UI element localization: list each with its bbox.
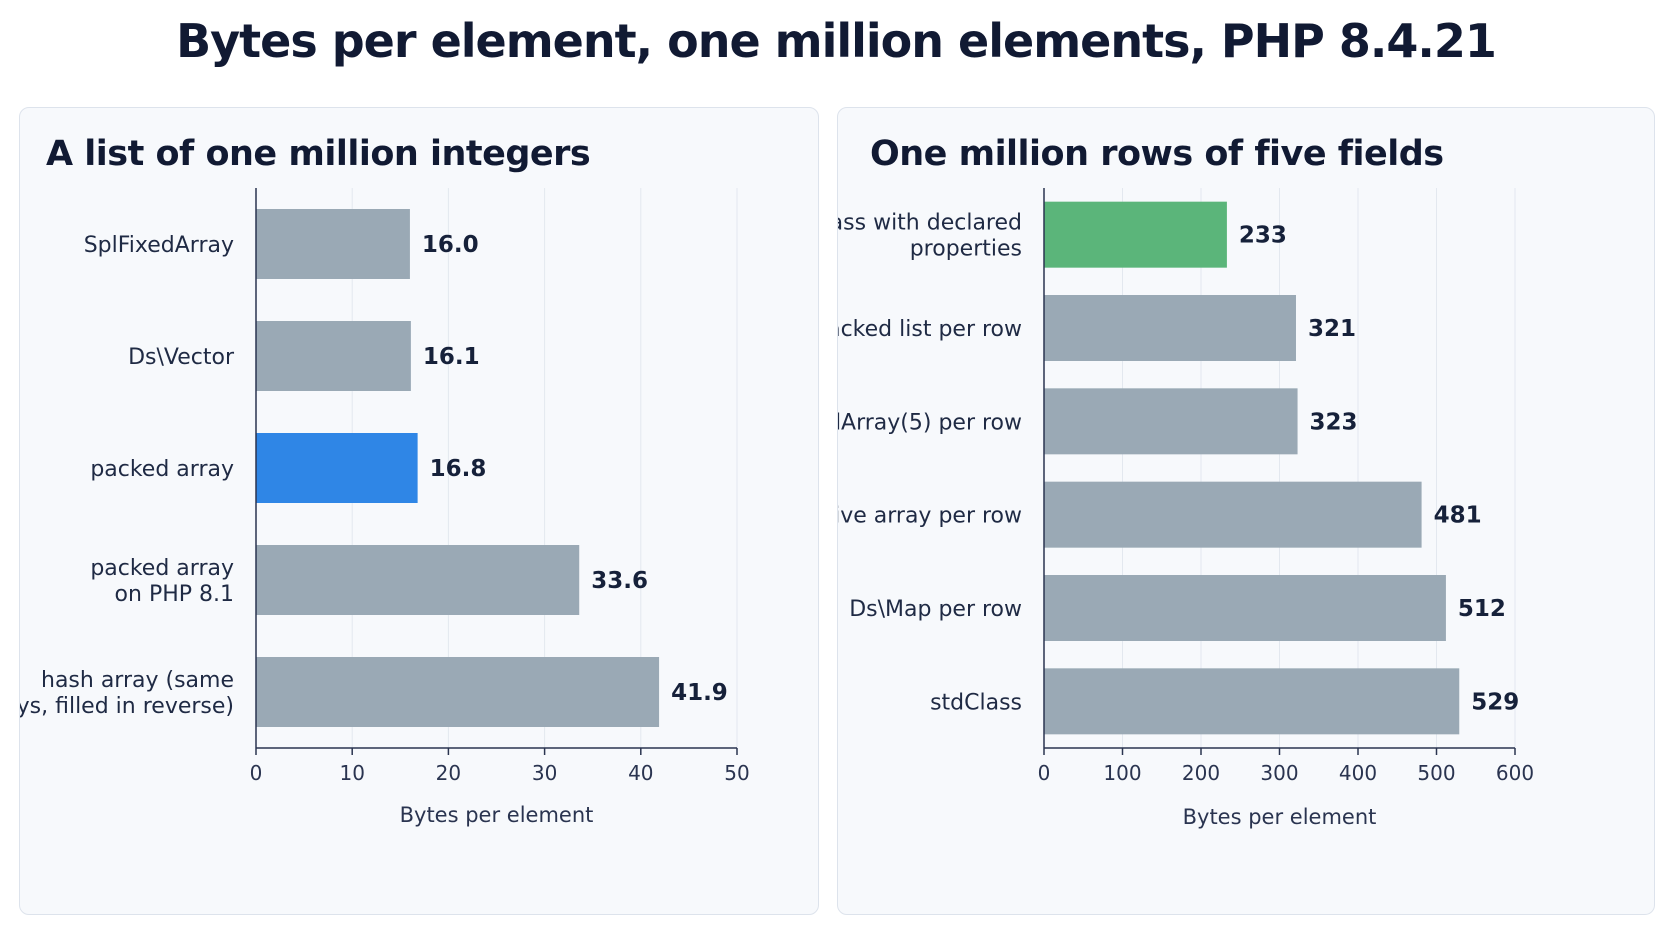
chart-title: A list of one million integers	[46, 134, 591, 174]
data-label: 512	[1458, 596, 1506, 622]
x-tick-label: 20	[436, 761, 461, 785]
data-label: 33.6	[591, 568, 648, 594]
bar-chart-integers: 0 10 20 30 40 50 16.0 SplFixedArray 16.1 Ds\Vecto…	[20, 188, 750, 827]
x-tick-label: 500	[1417, 761, 1455, 785]
chart-panel-rows: One million rows of five fields 0 100 200 3…	[837, 107, 1655, 915]
category-label: hash array (same	[41, 668, 234, 693]
category-label: associative array per row	[838, 504, 1022, 529]
bar	[256, 321, 411, 391]
data-label: 529	[1471, 689, 1519, 715]
bar	[256, 657, 660, 727]
page-title: Bytes per element, one million elements,…	[176, 14, 1497, 68]
x-tick-label: 400	[1339, 761, 1377, 785]
category-label: properties	[910, 237, 1022, 262]
x-tick-label: 600	[1496, 761, 1534, 785]
bar	[256, 433, 418, 503]
category-label: Ds\Map per row	[849, 597, 1022, 622]
bar	[256, 545, 580, 615]
category-label: packed list per row	[838, 317, 1022, 342]
x-tick-label: 0	[1038, 761, 1051, 785]
bar-chart-rows: 0 100 200 300 400 500 600 233 class with declare…	[838, 188, 1534, 829]
x-tick-label: 40	[628, 761, 653, 785]
data-label: 41.9	[671, 680, 728, 706]
data-label: 323	[1310, 409, 1358, 435]
data-label: 481	[1434, 503, 1482, 529]
data-label: 16.8	[430, 456, 487, 482]
bar	[1044, 295, 1296, 361]
category-label: SplFixedArray	[84, 233, 234, 258]
data-label: 16.1	[423, 344, 480, 370]
category-label: class with declared	[838, 211, 1022, 236]
x-tick-label: 10	[339, 761, 364, 785]
bar	[1044, 201, 1227, 268]
data-label: 16.0	[422, 232, 479, 258]
bar	[256, 209, 410, 279]
category-label: on PHP 8.1	[115, 582, 234, 607]
bar	[1044, 575, 1446, 641]
x-tick-label: 300	[1260, 761, 1298, 785]
category-label: keys, filled in reverse)	[20, 694, 234, 719]
data-label: 233	[1239, 223, 1287, 249]
x-tick-label: 0	[250, 761, 263, 785]
bar	[1044, 388, 1298, 455]
x-tick-label: 50	[724, 761, 749, 785]
category-label: Ds\Vector	[128, 345, 235, 370]
x-axis-title: Bytes per element	[400, 803, 594, 827]
category-label: packed array	[90, 556, 234, 581]
data-label: 321	[1308, 316, 1356, 342]
x-tick-label: 200	[1182, 761, 1220, 785]
category-label: SplFixedArray(5) per row	[838, 410, 1022, 435]
category-label: packed array	[90, 457, 234, 482]
x-axis-title: Bytes per element	[1183, 805, 1377, 829]
x-tick-label: 30	[532, 761, 557, 785]
bar	[1044, 668, 1460, 735]
x-tick-label: 100	[1103, 761, 1141, 785]
bar	[1044, 481, 1422, 548]
chart-panel-integers: A list of one million integers 0 10 20 30 40…	[19, 107, 819, 915]
category-label: stdClass	[930, 690, 1022, 715]
chart-title: One million rows of five fields	[870, 134, 1444, 174]
